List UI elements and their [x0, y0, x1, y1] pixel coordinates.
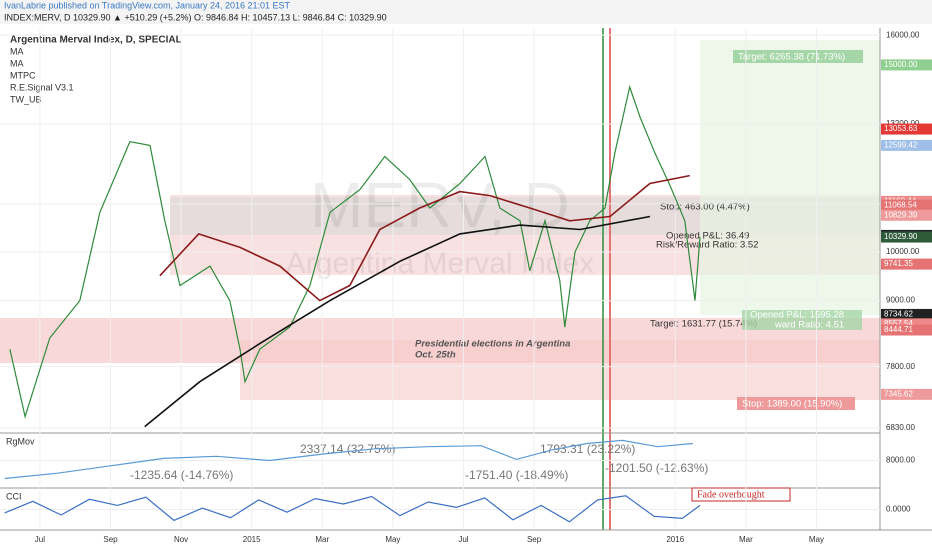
price-label-text: 7345.62 [884, 389, 913, 398]
x-tick-label: Jul [35, 535, 45, 544]
series-line [4, 439, 693, 480]
annotation: Opened P&L: 36.49 [666, 231, 749, 242]
price-label-text: 11068.54 [884, 200, 917, 209]
annotation: Oct. 25th [415, 350, 456, 361]
indicator: MA [10, 58, 24, 68]
price-label-text: 15000.00 [884, 60, 918, 69]
x-tick-label: Sep [103, 535, 118, 544]
price-label-text: 10829.39 [884, 210, 918, 219]
price-label-text: 10329.90 [884, 232, 918, 241]
indicator: TW_UB [10, 94, 42, 104]
annotation: Opened P&L: 1595.28 [750, 310, 844, 321]
y-tick-label: 8000.00 [886, 456, 915, 465]
x-tick-label: May [809, 535, 824, 544]
price-label [881, 231, 932, 243]
target-zone [700, 40, 880, 315]
header-bar [0, 0, 932, 24]
price-label-text: 13053.63 [884, 124, 918, 133]
label-box [691, 487, 791, 502]
annotation: 2337.14 (32.75%) [300, 442, 395, 456]
price-label-text: 8734.62 [884, 310, 913, 319]
annotation: -1751.40 (-18.49%) [465, 468, 568, 482]
price-label-text: 8444.71 [884, 325, 913, 334]
price-label-text: 12599.42 [884, 141, 918, 150]
watermark: MERV, D [310, 169, 570, 241]
x-tick-label: Nov [174, 535, 188, 544]
price-label [881, 388, 932, 400]
annotation: Fade overbought [697, 489, 765, 500]
y-tick-label: 16000.00 [886, 30, 920, 39]
price-label [881, 139, 932, 151]
zone [240, 340, 880, 400]
series-line [144, 215, 651, 428]
y-tick-label: 6830.00 [886, 423, 915, 432]
indicator: R.E.Signal V3.1 [10, 82, 74, 92]
x-tick-label: Mar [739, 535, 753, 544]
x-tick-label: May [385, 535, 400, 544]
annotation: 1793.31 (23.22%) [540, 442, 635, 456]
series-line [9, 84, 701, 419]
price-label [881, 59, 932, 71]
price-label [881, 199, 932, 211]
label-box [742, 310, 862, 330]
quote: INDEX:MERV, D 10329.90 ▲ +510.29 (+5.2%)… [4, 12, 387, 22]
y-tick-label: 10000.00 [886, 247, 920, 256]
x-tick-label: Sep [527, 535, 542, 544]
indicator: MA [10, 46, 24, 56]
annotation: Target: 6265.38 (71.73%) [738, 52, 845, 63]
indicator: MTPC [10, 70, 36, 80]
annotation: Stop: 463.00 (4.47%) [660, 202, 750, 213]
y-tick-label: 9000.00 [886, 296, 915, 305]
label-box [737, 397, 855, 410]
annotation: Presidential elections in Argentina [415, 339, 570, 350]
price-label [881, 318, 932, 330]
price-label [881, 209, 932, 221]
annotation: -1235.64 (-14.76%) [130, 468, 233, 482]
annotation: Stop: 1389.00 (15.90%) [742, 399, 842, 410]
x-tick-label: 2015 [243, 535, 261, 544]
price-label [881, 308, 932, 320]
price-label [881, 123, 932, 135]
pane-title: RgMov [6, 436, 35, 446]
price-label [881, 324, 932, 336]
x-tick-label: Jul [458, 535, 468, 544]
y-tick-label: 0.0000 [886, 505, 911, 514]
publisher: IvanLabrie published on TradingView.com,… [4, 0, 291, 10]
label-box [733, 50, 863, 63]
price-label-text: 8557.54 [884, 319, 913, 328]
price-label-text: 9741.35 [884, 259, 913, 268]
series-line [159, 174, 690, 302]
annotation: Target: 1631.77 (15.74%) [650, 319, 757, 330]
x-tick-label: Mar [315, 535, 329, 544]
y-tick-label: 7800.00 [886, 362, 915, 371]
pane-title: CCI [6, 491, 22, 501]
annotation: -1201.50 (-12.63%) [605, 461, 708, 475]
price-label [881, 258, 932, 270]
series-line [4, 495, 701, 523]
y-tick-label: 13200.00 [886, 119, 920, 128]
annotation: ward Ratio: 4.51 [774, 320, 844, 331]
x-tick-label: 2016 [666, 535, 684, 544]
annotation: Risk/Reward Ratio: 3.52 [656, 240, 758, 251]
chart-title: Argentina Merval Index, D, SPECIAL [10, 35, 182, 46]
